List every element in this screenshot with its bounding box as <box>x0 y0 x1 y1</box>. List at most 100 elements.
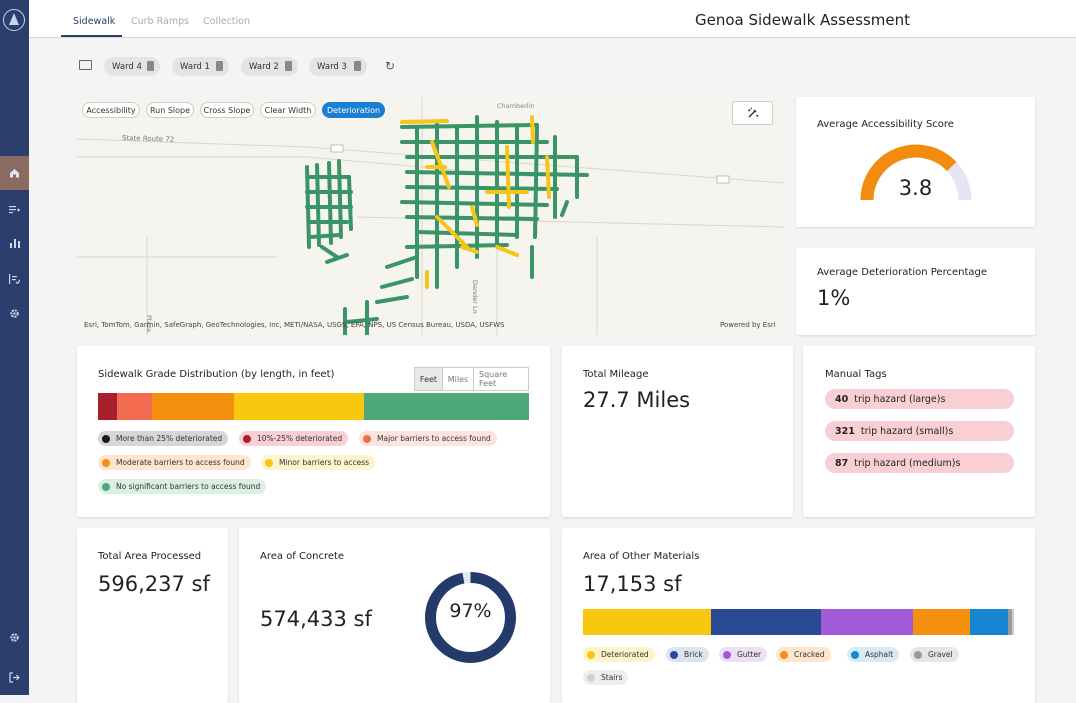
sidewalk-segment[interactable] <box>382 279 412 287</box>
filter-chip-ward-3[interactable]: Ward 3 <box>309 57 367 76</box>
tag-trip-hazard-small[interactable]: 321 trip hazard (small)s <box>825 421 1014 441</box>
tag-trip-hazard-large[interactable]: 40 trip hazard (large)s <box>825 389 1014 409</box>
sidewalk-segment[interactable] <box>402 121 447 122</box>
tab-sidewalk[interactable]: Sidewalk <box>73 16 115 27</box>
app-title: Genoa Sidewalk Assessment <box>695 11 910 29</box>
legend-dot <box>102 459 110 467</box>
legend-dot <box>587 674 595 682</box>
home-icon[interactable] <box>0 156 29 190</box>
sidewalk-segment[interactable] <box>311 235 339 237</box>
legend-major[interactable]: Major barriers to access found <box>359 431 497 446</box>
legend-gutter[interactable]: Gutter <box>719 647 767 662</box>
sidewalk-segment[interactable] <box>547 157 549 197</box>
active-tab-indicator <box>61 35 122 37</box>
folder-icon[interactable] <box>79 60 92 70</box>
materials-stacked-bar <box>583 609 1014 635</box>
tag-count: 321 <box>835 426 855 437</box>
legend-10-25[interactable]: 10%-25% deteriorated <box>239 431 348 446</box>
trash-icon[interactable] <box>147 61 154 71</box>
chip-label: Ward 4 <box>112 62 142 72</box>
legend-label: Minor barriers to access <box>279 458 369 467</box>
map-edit-tool-icon[interactable] <box>732 101 773 125</box>
sidewalk-segment[interactable] <box>535 127 537 237</box>
sidewalk-segment[interactable] <box>507 147 509 207</box>
sidewalk-segment[interactable] <box>497 247 517 255</box>
bar-segment-4 <box>234 393 364 420</box>
sidewalk-segment[interactable] <box>417 232 517 235</box>
legend-dot <box>670 651 678 659</box>
filter-chip-ward-4[interactable]: Ward 4 <box>104 57 160 76</box>
tag-count: 40 <box>835 394 848 405</box>
bar-segment-1 <box>711 609 821 635</box>
bar-segment-0 <box>583 609 711 635</box>
legend-cracked[interactable]: Cracked <box>776 647 831 662</box>
filter-chip-ward-1[interactable]: Ward 1 <box>172 57 229 76</box>
layer-accessibility[interactable]: Accessibility <box>82 102 140 118</box>
legend-gravel[interactable]: Gravel <box>910 647 959 662</box>
legend-brick[interactable]: Brick <box>666 647 709 662</box>
legend-label: Cracked <box>794 650 825 659</box>
bar-segment-4 <box>970 609 1008 635</box>
legend-label: Stairs <box>601 673 622 682</box>
sidewalk-segment[interactable] <box>387 257 417 267</box>
layer-run-slope[interactable]: Run Slope <box>146 102 194 118</box>
settings-icon[interactable] <box>0 620 29 654</box>
legend-more-than-25[interactable]: More than 25% deteriorated <box>98 431 228 446</box>
logout-icon[interactable] <box>0 660 29 694</box>
powered-by-esri[interactable]: Powered by Esri <box>720 321 776 329</box>
sidewalk-segment[interactable] <box>462 247 477 252</box>
other-materials-label: Area of Other Materials <box>583 551 699 562</box>
chip-label: Ward 2 <box>249 62 279 72</box>
filter-chip-ward-2[interactable]: Ward 2 <box>241 57 298 76</box>
playlist-add-icon[interactable] <box>0 192 29 226</box>
sidewalk-segment[interactable] <box>349 177 351 229</box>
sidewalk-segment[interactable] <box>432 142 449 187</box>
tab-collection[interactable]: Collection <box>203 16 250 27</box>
layer-cross-slope[interactable]: Cross Slope <box>200 102 254 118</box>
layer-clear-width[interactable]: Clear Width <box>260 102 316 118</box>
top-bar: Sidewalk Curb Ramps Collection <box>29 0 1076 38</box>
route-shield-icon <box>331 145 343 152</box>
tag-count: 87 <box>835 458 848 469</box>
app-logo[interactable] <box>3 9 25 31</box>
trash-icon[interactable] <box>354 61 361 71</box>
legend-dot <box>780 651 788 659</box>
legend-label: No significant barriers to access found <box>116 482 260 491</box>
layer-deterioration[interactable]: Deterioration <box>322 102 385 118</box>
accessibility-card: Average Accessibility Score 3.8 <box>796 97 1035 227</box>
trash-icon[interactable] <box>285 61 292 71</box>
sidewalk-segment[interactable] <box>377 297 407 302</box>
chip-label: Ward 1 <box>180 62 210 72</box>
sidewalk-segment[interactable] <box>339 161 341 237</box>
manual-tags-label: Manual Tags <box>825 369 887 380</box>
sidewalk-segment[interactable] <box>322 247 337 257</box>
trash-icon[interactable] <box>216 61 223 71</box>
legend-no-significant[interactable]: No significant barriers to access found <box>98 479 266 494</box>
checklist-icon[interactable] <box>0 262 29 296</box>
legend-deteriorated[interactable]: Deteriorated <box>583 647 655 662</box>
sidewalk-segment[interactable] <box>402 202 547 205</box>
concrete-card: Area of Concrete 574,433 sf 97% <box>239 528 550 703</box>
legend-label: Deteriorated <box>601 650 649 659</box>
unit-square-feet[interactable]: Square Feet <box>474 368 528 390</box>
legend-stairs[interactable]: Stairs <box>583 670 628 685</box>
sidewalk-segment[interactable] <box>532 117 533 142</box>
sidewalk-segment[interactable] <box>562 202 567 215</box>
accessibility-value: 3.8 <box>796 176 1035 200</box>
unit-miles[interactable]: Miles <box>443 368 474 390</box>
sidewalk-map[interactable]: State Route 72 Plaza Dander Ln Chamberli… <box>77 97 785 335</box>
legend-minor[interactable]: Minor barriers to access <box>261 455 375 470</box>
refresh-icon[interactable]: ↻ <box>385 59 395 73</box>
chip-label: Ward 3 <box>317 62 347 72</box>
tag-trip-hazard-medium[interactable]: 87 trip hazard (medium)s <box>825 453 1014 473</box>
legend-asphalt[interactable]: Asphalt <box>847 647 899 662</box>
unit-feet[interactable]: Feet <box>415 368 443 390</box>
tab-curb-ramps[interactable]: Curb Ramps <box>131 16 189 27</box>
bar-chart-icon[interactable] <box>0 226 29 260</box>
tag-text: trip hazard (small)s <box>861 426 953 437</box>
total-area-card: Total Area Processed 596,237 sf <box>77 528 228 703</box>
legend-moderate[interactable]: Moderate barriers to access found <box>98 455 251 470</box>
settings-gear-icon[interactable] <box>0 296 29 330</box>
legend-dot <box>723 651 731 659</box>
legend-dot <box>243 435 251 443</box>
